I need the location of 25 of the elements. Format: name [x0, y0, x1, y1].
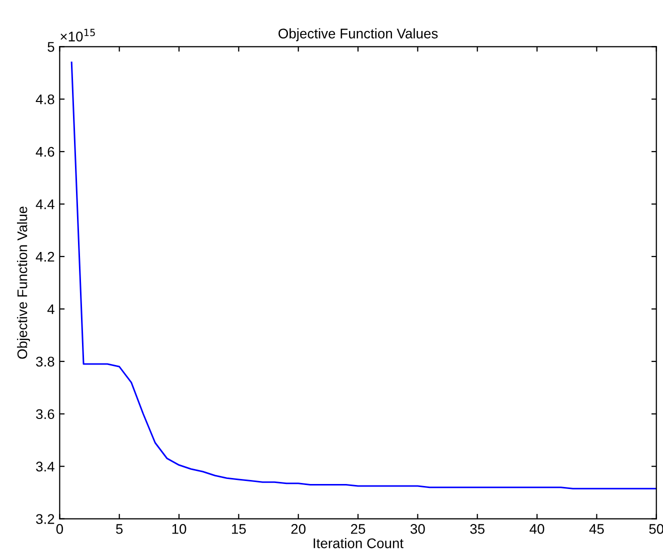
text: ×10$^{15}$ [60, 28, 95, 42]
y-tick-label: 4.6 [36, 146, 54, 157]
chart-title: Objective Function Values [278, 28, 438, 42]
x-tick-label: 10 [172, 524, 186, 534]
x-tick-label: 25 [350, 524, 366, 534]
y-tick-label: 4 [47, 304, 54, 314]
y-tick-label: 4.4 [36, 200, 54, 210]
y-tick-label: 3.8 [36, 356, 54, 367]
y-axis-title: Objective Function Value [17, 206, 30, 359]
x-tick-label: 40 [530, 524, 544, 534]
y-tick-label: 3.4 [36, 462, 54, 472]
line-series [70, 62, 656, 490]
x-tick-label: 5 [116, 524, 123, 534]
y-tick-label: 3.2 [36, 514, 54, 524]
x-tick-label: 35 [470, 524, 485, 534]
x-tick-label: 45 [589, 524, 604, 534]
y-tick-label: 4.2 [36, 252, 54, 262]
x-tick-label: 15 [232, 524, 246, 534]
y-tick-label: 3.6 [36, 409, 54, 420]
y-tick-label: 4.8 [36, 94, 54, 104]
x-tick-label: 20 [291, 524, 306, 534]
y-tick-label: 5 [48, 42, 54, 52]
x-tick-label: 0 [56, 524, 63, 534]
x-tick-label: 30 [410, 524, 425, 534]
x-axis-title: Iteration Count [314, 538, 404, 548]
